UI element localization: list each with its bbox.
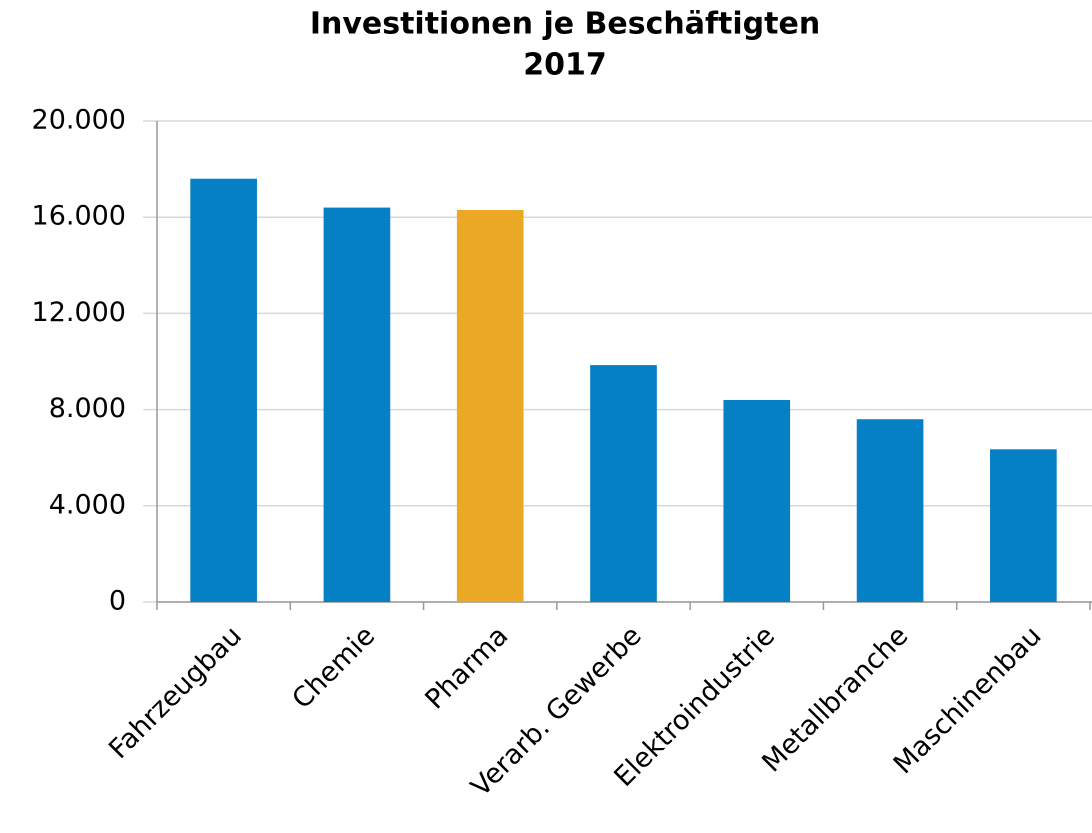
chart-subtitle: 2017 (523, 48, 607, 83)
y-tick-label: 20.000 (32, 105, 126, 136)
bar (323, 207, 391, 602)
bar (456, 209, 524, 603)
bar (990, 449, 1057, 602)
y-tick-label: 4.000 (49, 489, 126, 520)
y-tick-label: 12.000 (32, 297, 126, 328)
x-tick-label: Chemie (286, 620, 381, 715)
x-tick-label: Fahrzeugbau (103, 620, 248, 765)
bar (723, 399, 791, 602)
y-tick-label: 16.000 (32, 201, 126, 232)
bar (190, 178, 257, 602)
chart-title: Investitionen je Beschäftigten (310, 7, 820, 42)
bar (590, 365, 657, 602)
x-tick-label: Pharma (419, 620, 514, 715)
y-tick-label: 8.000 (49, 393, 126, 424)
bar (856, 419, 924, 602)
y-tick-label: 0 (109, 586, 126, 617)
